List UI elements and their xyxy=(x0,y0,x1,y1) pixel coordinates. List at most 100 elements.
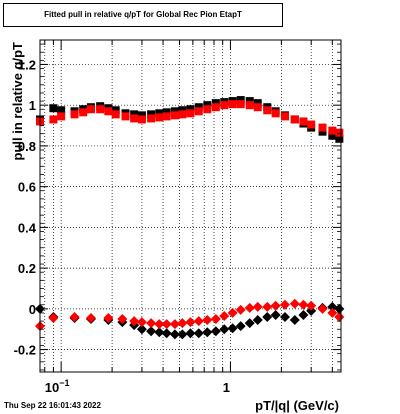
data-point xyxy=(306,305,317,316)
data-point xyxy=(298,309,309,320)
data-point xyxy=(298,299,309,310)
data-point xyxy=(49,115,58,124)
data-point xyxy=(289,315,300,326)
data-point xyxy=(306,300,317,311)
data-point xyxy=(69,312,80,323)
series-layer xyxy=(35,96,345,340)
x-axis-label: pT/|q| (GeV/c) xyxy=(255,398,339,413)
data-point xyxy=(193,328,204,339)
x-tick-label: 10−1 xyxy=(45,378,70,395)
data-point xyxy=(252,315,263,326)
y-tick-label: 0.6 xyxy=(18,180,36,195)
data-point xyxy=(185,328,196,339)
tick-labels: -0.2 0 0.2 0.4 0.6 0.8 1 1.2 10−1 1 xyxy=(14,57,230,395)
data-point xyxy=(299,117,308,126)
data-point xyxy=(178,110,187,119)
y-tick-label: -0.2 xyxy=(14,343,36,358)
y-tick-label: 1 xyxy=(29,98,36,113)
data-point xyxy=(262,312,273,323)
data-point xyxy=(253,99,262,108)
data-point xyxy=(210,326,221,337)
data-point xyxy=(262,301,273,312)
data-point xyxy=(335,128,344,137)
data-point xyxy=(244,318,255,329)
data-point xyxy=(236,100,245,109)
data-point xyxy=(219,310,230,321)
data-point xyxy=(253,103,262,112)
data-point xyxy=(70,110,79,119)
data-point xyxy=(202,315,213,326)
data-point xyxy=(154,319,165,330)
data-point xyxy=(235,321,246,332)
data-point xyxy=(49,104,58,113)
data-point xyxy=(219,324,230,335)
data-point xyxy=(121,112,130,121)
data-point xyxy=(85,313,96,324)
data-point xyxy=(270,309,281,320)
data-point xyxy=(186,109,195,118)
data-point xyxy=(318,123,327,132)
data-point xyxy=(147,114,156,123)
data-point xyxy=(96,105,105,114)
data-point xyxy=(137,111,146,120)
x-tick-exponent: −1 xyxy=(59,378,69,388)
data-point xyxy=(227,323,238,334)
plot-frame xyxy=(39,39,342,373)
data-point xyxy=(289,298,300,309)
data-point xyxy=(203,101,212,110)
data-point xyxy=(146,318,157,329)
data-point xyxy=(104,107,113,116)
data-point xyxy=(155,109,164,118)
y-axis-label: pull in relative q/pT xyxy=(10,42,25,161)
data-point xyxy=(245,101,254,110)
data-point xyxy=(170,111,179,120)
x-tick-label: 1 xyxy=(223,380,230,395)
data-point xyxy=(130,114,139,123)
data-point xyxy=(154,327,165,338)
data-point xyxy=(335,134,344,143)
data-point xyxy=(203,105,212,114)
data-point xyxy=(270,300,281,311)
data-point xyxy=(147,110,156,119)
data-point xyxy=(271,109,280,118)
data-point xyxy=(210,314,221,325)
data-point xyxy=(280,112,289,121)
data-point xyxy=(194,107,203,116)
data-point xyxy=(279,299,290,310)
y-tick-label: 0 xyxy=(29,302,36,317)
data-point xyxy=(162,108,171,117)
data-point xyxy=(236,96,245,105)
data-point xyxy=(202,327,213,338)
data-point xyxy=(79,108,88,117)
data-point xyxy=(327,307,338,318)
data-point xyxy=(318,127,327,136)
data-point xyxy=(111,106,120,115)
data-point xyxy=(178,106,187,115)
ticks xyxy=(40,40,341,372)
title-box: Fitted pull in relative q/pT for Global … xyxy=(3,3,283,27)
data-point xyxy=(162,112,171,121)
series-4 xyxy=(35,298,345,332)
data-point xyxy=(103,313,114,324)
data-point xyxy=(263,106,272,115)
data-point xyxy=(169,319,180,330)
data-point xyxy=(48,313,59,324)
data-point xyxy=(155,113,164,122)
data-point xyxy=(177,318,188,329)
data-point xyxy=(328,126,337,135)
data-point xyxy=(136,317,147,328)
data-point xyxy=(57,106,66,115)
data-point xyxy=(334,312,345,323)
data-point xyxy=(57,112,66,121)
data-point xyxy=(211,99,220,108)
y-tick-label: 0.8 xyxy=(18,139,36,154)
data-point xyxy=(227,307,238,318)
grid xyxy=(40,40,341,372)
data-point xyxy=(170,107,179,116)
data-point xyxy=(194,103,203,112)
data-point xyxy=(161,319,172,330)
data-point xyxy=(235,304,246,315)
data-point xyxy=(86,105,95,114)
